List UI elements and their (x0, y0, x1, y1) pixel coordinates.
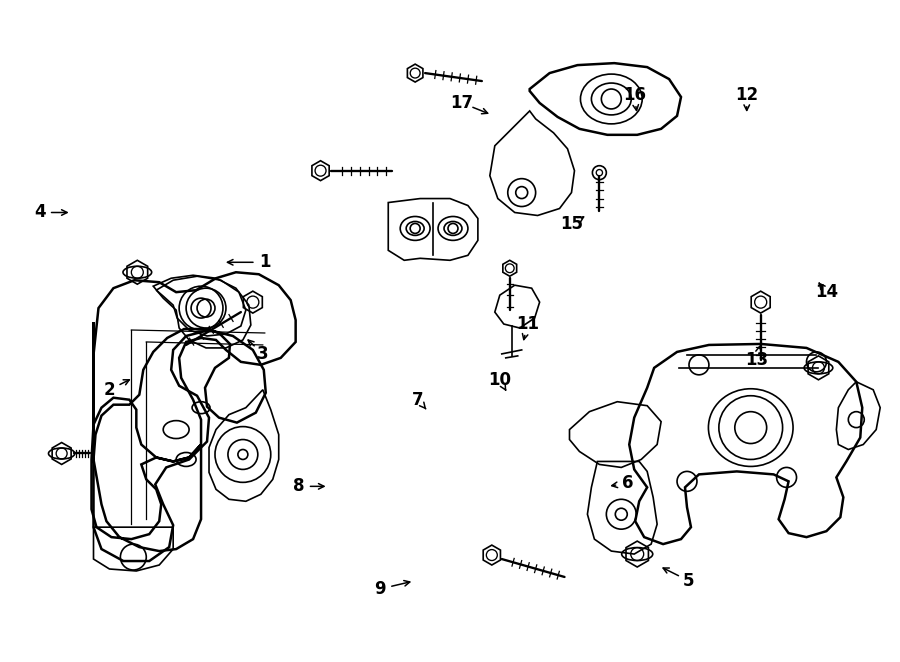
Text: 7: 7 (412, 391, 424, 408)
Text: 15: 15 (560, 215, 583, 234)
Text: 9: 9 (374, 580, 386, 598)
Text: 8: 8 (292, 477, 304, 495)
Text: 2: 2 (104, 381, 115, 399)
Text: 13: 13 (745, 351, 769, 369)
Text: 12: 12 (735, 86, 759, 104)
Text: 11: 11 (517, 315, 539, 333)
Text: 6: 6 (622, 475, 633, 493)
Text: 5: 5 (683, 572, 695, 590)
Text: 4: 4 (34, 203, 46, 222)
Text: 16: 16 (623, 86, 645, 104)
Text: 3: 3 (257, 345, 268, 363)
Text: 1: 1 (259, 254, 271, 271)
Text: 17: 17 (450, 94, 473, 112)
Text: 10: 10 (489, 371, 511, 389)
Text: 14: 14 (814, 283, 838, 301)
